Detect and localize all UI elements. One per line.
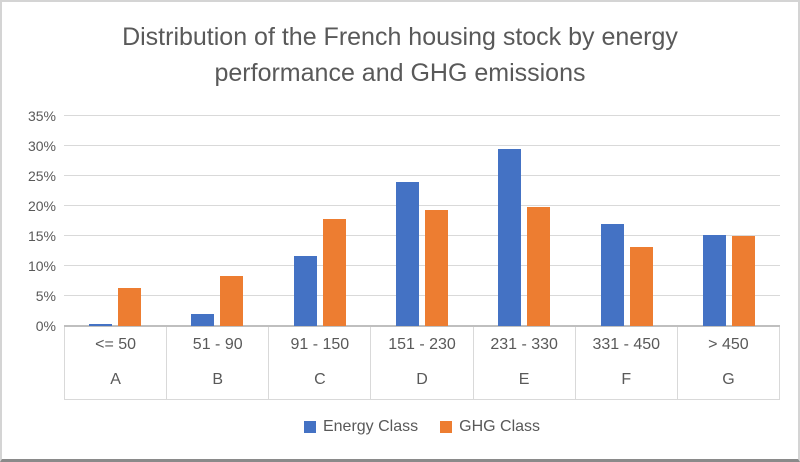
bar-group [166, 116, 268, 326]
gridline [64, 145, 780, 146]
bar-energy-class [293, 256, 317, 326]
bar-ghg-class [322, 219, 346, 326]
x-axis-range-label: 331 - 450 [592, 336, 661, 353]
y-tick-label: 30% [27, 137, 56, 154]
bar-ghg-class [220, 275, 244, 326]
x-axis-letter-label: G [722, 371, 735, 388]
y-tick-label: 20% [27, 198, 56, 214]
legend: Energy Class GHG Class [64, 418, 780, 436]
bar-ghg-class [731, 236, 755, 326]
x-axis-range-label: 231 - 330 [490, 336, 558, 353]
x-axis-category: <= 50 A [64, 327, 166, 399]
x-axis-range-label: > 450 [708, 336, 749, 353]
bar-group [473, 116, 575, 326]
gridline [64, 295, 780, 297]
bar-ghg-class [629, 247, 653, 326]
bar-ghg-class [527, 206, 551, 326]
bar-group [678, 116, 780, 326]
gridline [64, 205, 780, 207]
bar-energy-class [191, 314, 215, 326]
bar-group [575, 116, 677, 326]
x-axis-range-label: <= 50 [95, 336, 137, 353]
gridline [64, 235, 780, 236]
legend-item: Energy Class [303, 418, 419, 436]
x-axis-category: 151 - 230 D [370, 327, 472, 399]
plot-area: 0% 5% 10% 15% 20% 25% 30% 35% [28, 108, 780, 334]
bar-energy-class [498, 149, 522, 326]
gridline [64, 115, 780, 116]
gridline [64, 175, 780, 176]
bars-layer [64, 116, 780, 326]
y-tick-label: 10% [27, 258, 56, 274]
y-tick-label: 25% [27, 167, 56, 184]
x-axis-range-label: 51 - 90 [192, 336, 243, 353]
bar-energy-class [89, 324, 113, 326]
legend-swatch-icon [303, 421, 316, 433]
x-axis-letter-label: C [314, 371, 326, 388]
bar-energy-class [600, 224, 624, 326]
x-axis-range-label: 91 - 150 [290, 336, 350, 353]
x-axis-table: <= 50 A 51 - 90 B 91 - 150 C 151 - 230 D 231 - 3… [64, 326, 780, 400]
bar-group [269, 116, 371, 326]
x-axis-range-label: 151 - 230 [388, 336, 456, 353]
x-axis-category: 231 - 330 E [472, 327, 575, 399]
bar-energy-class [395, 182, 419, 326]
y-tick-label: 15% [27, 227, 56, 244]
y-tick-label: 35% [27, 108, 56, 124]
gridline [64, 265, 780, 267]
x-axis-letter-label: D [416, 371, 428, 388]
bar-energy-class [702, 234, 726, 326]
x-axis-category: 91 - 150 C [268, 327, 370, 399]
x-axis-letter-label: E [518, 371, 530, 388]
bar-group [371, 116, 473, 326]
x-axis-category: 51 - 90 B [166, 327, 268, 399]
x-axis-letter-label: F [621, 371, 632, 388]
bar-group [64, 116, 166, 326]
x-axis-category: > 450 G [676, 327, 780, 399]
x-axis-letter-label: B [212, 371, 224, 388]
legend-item: GHG Class [440, 418, 540, 436]
y-tick-label: 5% [35, 288, 56, 304]
x-axis-line [64, 325, 780, 326]
x-axis-category: 331 - 450 F [574, 327, 677, 399]
legend-swatch-icon [440, 421, 453, 433]
y-tick-label: 0% [35, 318, 56, 334]
chart-title: Distribution of the French housing stock… [122, 23, 678, 87]
x-axis-letter-label: A [110, 371, 121, 388]
legend-label: GHG Class [459, 418, 541, 435]
bar-ghg-class [424, 209, 448, 326]
legend-label: Energy Class [322, 418, 419, 435]
bar-ghg-class [118, 288, 142, 326]
